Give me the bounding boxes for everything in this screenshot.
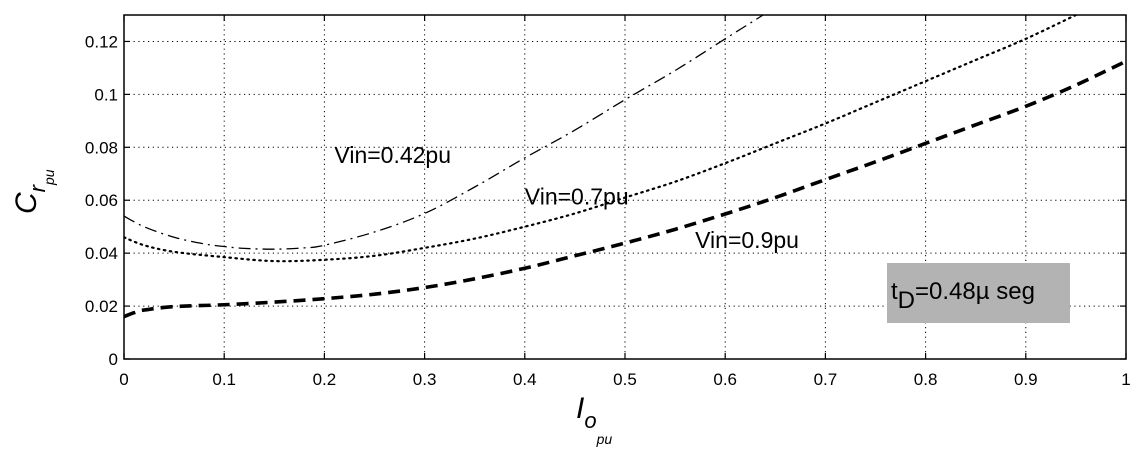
x-axis-title-sub: o	[584, 408, 596, 433]
label-box-main: t	[891, 278, 898, 305]
series-annotation-1: Vin=0.42pu	[334, 142, 451, 168]
label-box-text: tD=0.48µ seg	[891, 278, 1035, 314]
x-tick-label: 0.2	[313, 370, 337, 389]
x-axis-title: Iopu	[576, 392, 612, 447]
y-axis-title-sub: r	[25, 183, 50, 192]
x-tick-label: 0.9	[1014, 370, 1038, 389]
series-annotation-2: Vin=0.7pu	[525, 183, 629, 209]
y-tick-label: 0.02	[85, 297, 118, 316]
y-axis-title: Crpu	[10, 169, 57, 214]
y-tick-label: 0.12	[85, 32, 118, 51]
x-tick-label: 0.5	[613, 370, 637, 389]
y-tick-label: 0.04	[85, 244, 118, 263]
series-line-1	[124, 15, 765, 250]
x-tick-label: 0.7	[814, 370, 838, 389]
x-tick-label: 0	[119, 370, 128, 389]
label-box-rest: =0.48µ seg	[915, 278, 1035, 305]
ticks: 0 0.1 0.2 0.3 0.4 0.5 0.6 0.7 0.8 0.9 1 0 0.02 0.04 0.…	[85, 15, 1131, 389]
series-line-2	[124, 15, 1077, 263]
y-tick-label: 0	[109, 350, 118, 369]
label-box-background	[887, 263, 1070, 323]
series-annotation-3: Vin=0.9pu	[695, 227, 799, 253]
x-axis-title-main: I	[576, 392, 584, 425]
label-box: tD=0.48µ seg	[887, 263, 1070, 323]
x-tick-label: 0.3	[413, 370, 437, 389]
y-tick-label: 0.1	[94, 85, 118, 104]
label-box-sub: D	[898, 287, 915, 314]
x-tick-label: 0.1	[212, 370, 236, 389]
series-line-3	[124, 59, 1126, 319]
y-tick-label: 0.06	[85, 191, 118, 210]
x-tick-label: 0.8	[914, 370, 938, 389]
x-axis-title-subsub: pu	[596, 431, 613, 447]
x-tick-label: 0.4	[513, 370, 537, 389]
y-axis-title-subsub: pu	[41, 169, 57, 186]
y-tick-label: 0.08	[85, 138, 118, 157]
series-layer	[124, 15, 1126, 319]
x-tick-label: 0.6	[713, 370, 737, 389]
annotations: Vin=0.42pu Vin=0.7pu Vin=0.9pu	[334, 142, 799, 253]
y-axis-title-main: C	[10, 192, 43, 214]
x-tick-label: 1	[1121, 370, 1130, 389]
